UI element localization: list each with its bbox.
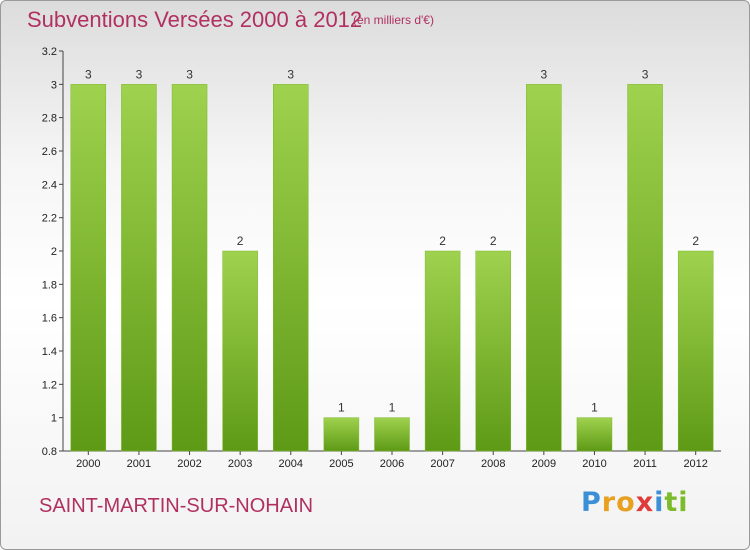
value-label: 2 — [490, 234, 497, 248]
logo-letter: t — [664, 487, 679, 518]
chart-labels: 3 2000 3 2001 3 2002 2 2003 3 2004 1 2005 1 2006 2 2007… — [76, 67, 708, 470]
x-tick-label: 2011 — [633, 458, 657, 470]
bar-2002 — [171, 84, 208, 452]
value-label: 3 — [186, 67, 193, 81]
value-label: 2 — [237, 234, 244, 248]
value-label: 1 — [591, 401, 598, 415]
y-tick-label: 1.8 — [42, 279, 57, 291]
proxiti-logo: Proxiti — [581, 487, 689, 518]
value-label: 3 — [85, 67, 92, 81]
commune-name: SAINT-MARTIN-SUR-NOHAIN — [39, 495, 314, 517]
chart-bars — [70, 84, 714, 452]
bar-2003 — [222, 250, 258, 452]
value-label: 3 — [642, 67, 649, 81]
y-tick-label: 2.4 — [42, 179, 57, 191]
x-tick-label: 2012 — [683, 458, 707, 470]
bar-2001 — [121, 84, 157, 452]
bar-2012 — [677, 250, 714, 452]
y-tick-label: 0.8 — [42, 446, 57, 458]
x-tick-label: 2005 — [329, 458, 353, 470]
value-label: 2 — [439, 234, 446, 248]
y-tick-label: 1.6 — [42, 313, 57, 325]
x-tick-label: 2000 — [76, 458, 100, 470]
bar-2005 — [323, 417, 360, 452]
logo-letter: i — [678, 487, 689, 518]
y-tick-label: 2.6 — [42, 146, 57, 158]
bar-2004 — [273, 84, 309, 452]
y-tick-label: 2.8 — [42, 113, 57, 125]
bar-2006 — [374, 417, 410, 452]
x-tick-label: 2001 — [127, 458, 151, 470]
x-tick-label: 2010 — [582, 458, 606, 470]
bar-2009 — [526, 84, 562, 452]
logo-letter: r — [601, 487, 617, 518]
x-tick-label: 2003 — [228, 458, 252, 470]
y-tick-label: 1 — [51, 413, 57, 425]
logo-letter: i — [654, 487, 665, 518]
value-label: 1 — [338, 401, 345, 415]
value-label: 1 — [389, 401, 396, 415]
y-tick-label: 1.4 — [42, 346, 57, 358]
y-tick-label: 2.2 — [42, 213, 57, 225]
chart-subtitle: (en milliers d'€) — [353, 13, 434, 27]
y-tick-label: 3 — [51, 79, 57, 91]
value-label: 2 — [692, 234, 699, 248]
logo-letter: o — [616, 487, 636, 518]
x-tick-label: 2009 — [532, 458, 556, 470]
bar-2007 — [424, 250, 461, 452]
value-label: 3 — [287, 67, 294, 81]
x-tick-label: 2004 — [279, 458, 303, 470]
bar-2010 — [576, 417, 613, 452]
y-tick-label: 1.2 — [42, 379, 57, 391]
bar-2000 — [70, 84, 107, 452]
value-label: 3 — [541, 67, 548, 81]
bar-2008 — [475, 250, 511, 452]
bar-2011 — [627, 84, 663, 452]
x-tick-label: 2006 — [380, 458, 404, 470]
logo-letter: x — [635, 487, 655, 518]
y-tick-label: 2 — [51, 246, 57, 258]
x-tick-label: 2008 — [481, 458, 505, 470]
chart-title: Subventions Versées 2000 à 2012 — [27, 7, 363, 32]
logo-letter: P — [581, 487, 602, 518]
value-label: 3 — [136, 67, 143, 81]
x-tick-label: 2007 — [430, 458, 454, 470]
y-tick-label: 3.2 — [42, 46, 57, 58]
x-tick-label: 2002 — [177, 458, 201, 470]
